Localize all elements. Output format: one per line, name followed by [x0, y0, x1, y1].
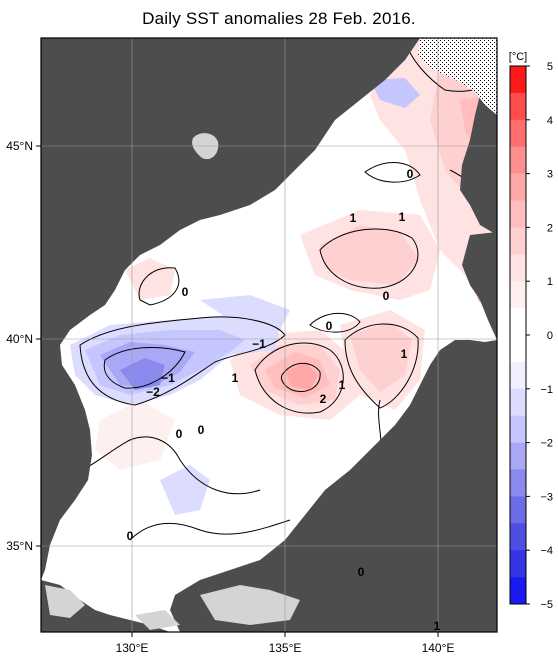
colorbar-tick-label: −3 [540, 491, 553, 503]
map-area [41, 38, 497, 632]
colorbar-tick-label: −5 [540, 599, 553, 611]
colorbar-tick-label: −2 [540, 438, 553, 450]
contour-label: −2 [146, 385, 160, 399]
colorbar-tick-label: 0 [547, 330, 553, 342]
contour-label: 0 [176, 427, 183, 441]
colorbar-cell [510, 200, 526, 228]
contour-label: 0 [358, 565, 365, 579]
colorbar-cell [510, 442, 526, 470]
contour-value-labels: 0 1 1 0 0 0 1 −1 −1 −2 1 1 2 0 0 0 0 1 [127, 167, 441, 633]
island-korea-south [41, 580, 170, 632]
contour-label: 1 [339, 378, 346, 392]
contour-label: 0 [407, 167, 414, 181]
island-hokkaido [462, 232, 497, 340]
contour-label: 1 [399, 210, 406, 224]
contour-label: 0 [198, 423, 205, 437]
contour-label: −1 [161, 371, 175, 385]
colorbar-cell [510, 496, 526, 524]
contour-label: 2 [320, 392, 327, 406]
colorbar-tick-label: 2 [547, 222, 553, 234]
contour-label: 0 [182, 285, 189, 299]
colorbar-tick-label: −4 [540, 545, 553, 557]
lon-label-140: 140°E [422, 641, 455, 655]
colorbar-cell [510, 92, 526, 121]
contour-label: 1 [232, 371, 239, 385]
colorbar-unit: [°C] [509, 51, 527, 63]
landmass-asia [41, 38, 420, 580]
colorbar-tick-label: 1 [547, 276, 553, 288]
contour-label: 1 [350, 211, 357, 225]
map-frame [40, 37, 498, 633]
island-coastal-strip [135, 610, 180, 630]
graticule [41, 38, 497, 632]
lon-label-130: 130°E [116, 641, 149, 655]
colorbar-tick-label: −1 [540, 384, 553, 396]
island-kyushu-shikoku [200, 585, 300, 625]
colorbar: [°C] 5 4 3 2 1 0 −1 −2 −3 −4 −5 [509, 51, 553, 611]
colorbar-cell [510, 469, 526, 497]
colorbar-ticks: 5 4 3 2 1 0 −1 −2 −3 −4 −5 [526, 61, 553, 611]
contour-label: 0 [383, 289, 390, 303]
colorbar-cell [510, 119, 526, 147]
colorbar-cell [510, 173, 526, 201]
colorbar-cell [510, 308, 526, 336]
colorbar-cell [510, 361, 526, 390]
colorbar-cell [510, 577, 526, 605]
colorbar-tick-label: 5 [547, 61, 553, 73]
colorbar-tick-label: 3 [547, 169, 553, 181]
colorbar-cell [510, 550, 526, 578]
island-honshu [170, 340, 497, 632]
lon-label-135: 135°E [269, 641, 302, 655]
island-korea-inland-missing [45, 585, 85, 618]
contour-label: 0 [127, 529, 134, 543]
lat-label-45: 45°N [6, 139, 33, 153]
lat-label-40: 40°N [6, 332, 33, 346]
colorbar-tick-label: 4 [547, 115, 553, 127]
contour-label: 1 [434, 619, 441, 633]
colorbar-cell [510, 227, 526, 255]
colorbar-cell [510, 523, 526, 551]
axis-labels: 130°E 135°E 140°E 45°N 40°N 35°N [6, 139, 454, 655]
colorbar-cell [510, 335, 526, 363]
colorbar-cell [510, 388, 526, 416]
colorbar-cell [510, 146, 526, 174]
contour-label: 1 [401, 347, 408, 361]
map-title: Daily SST anomalies 28 Feb. 2016. [142, 9, 416, 28]
colorbar-cell [510, 415, 526, 443]
tick-marks [36, 145, 439, 637]
colorbar-cell [510, 281, 526, 309]
colorbar-cell [510, 66, 526, 94]
lat-label-35: 35°N [6, 539, 33, 553]
colorbar-cell [510, 254, 526, 282]
contour-label: −1 [252, 337, 266, 351]
contour-label: 0 [326, 319, 333, 333]
colorbar-cells [510, 66, 526, 605]
